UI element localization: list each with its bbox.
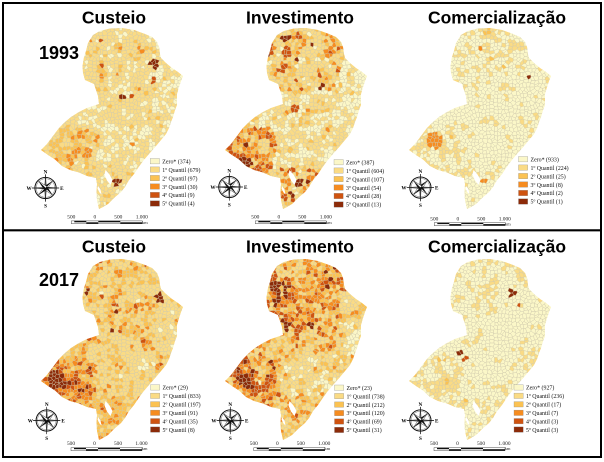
svg-text:0: 0	[276, 441, 279, 447]
svg-text:500: 500	[430, 216, 438, 222]
svg-text:2017: 2017	[39, 270, 79, 290]
svg-text:3º Quantil (30): 3º Quantil (30)	[162, 184, 197, 191]
svg-text:2º Quantil (197): 2º Quantil (197)	[163, 402, 201, 409]
svg-text:4º Quantil (9): 4º Quantil (9)	[162, 192, 194, 199]
svg-text:Comercialização: Comercialização	[428, 237, 566, 257]
svg-text:500: 500	[477, 441, 485, 447]
svg-text:S: S	[44, 204, 47, 210]
svg-text:500: 500	[67, 441, 75, 447]
svg-text:5º Quantil (1): 5º Quantil (1)	[531, 199, 563, 206]
svg-text:Zero* (933): Zero* (933)	[531, 156, 559, 163]
svg-text:2º Quantil (97): 2º Quantil (97)	[162, 175, 197, 182]
svg-text:0: 0	[277, 215, 280, 221]
svg-text:4º Quantil (3): 4º Quantil (3)	[526, 418, 558, 425]
svg-text:1993: 1993	[39, 43, 79, 63]
svg-text:1.000: 1.000	[135, 441, 147, 447]
svg-text:Zero* (927): Zero* (927)	[526, 385, 554, 392]
svg-text:Zero* (23): Zero* (23)	[347, 385, 372, 392]
svg-text:E: E	[435, 186, 439, 192]
svg-text:2º Quantil (17): 2º Quantil (17)	[526, 402, 561, 409]
svg-text:E: E	[435, 419, 439, 425]
svg-text:km: km	[142, 446, 148, 451]
svg-text:E: E	[60, 186, 64, 192]
svg-text:500: 500	[114, 441, 122, 447]
svg-text:1º Quantil (833): 1º Quantil (833)	[163, 393, 201, 400]
svg-text:1º Quantil (604): 1º Quantil (604)	[346, 168, 384, 175]
svg-text:N: N	[44, 169, 48, 175]
svg-text:S: S	[419, 203, 422, 209]
svg-text:5º Quantil (13): 5º Quantil (13)	[346, 202, 381, 209]
svg-text:N: N	[227, 168, 231, 174]
svg-text:E: E	[61, 419, 65, 425]
svg-text:500: 500	[297, 441, 305, 447]
svg-text:500: 500	[430, 441, 438, 447]
svg-text:N: N	[419, 169, 423, 175]
svg-text:E: E	[245, 419, 249, 425]
svg-text:5º Quantil (3): 5º Quantil (3)	[526, 427, 558, 434]
svg-text:km: km	[142, 220, 148, 225]
svg-text:2º Quantil (25): 2º Quantil (25)	[531, 173, 566, 180]
svg-text:500: 500	[250, 441, 258, 447]
svg-text:Custeio: Custeio	[82, 8, 146, 28]
svg-text:4º Quantil (2): 4º Quantil (2)	[531, 190, 563, 197]
svg-text:Comercialização: Comercialização	[428, 8, 566, 28]
svg-text:1º Quantil (236): 1º Quantil (236)	[526, 393, 564, 400]
svg-text:3º Quantil (120): 3º Quantil (120)	[347, 410, 385, 417]
svg-text:Custeio: Custeio	[82, 237, 146, 257]
svg-text:5º Quantil (8): 5º Quantil (8)	[163, 427, 195, 434]
svg-text:S: S	[228, 203, 231, 209]
svg-text:500: 500	[477, 216, 485, 222]
svg-text:1.000: 1.000	[318, 441, 330, 447]
svg-text:1.000: 1.000	[136, 215, 148, 221]
svg-text:500: 500	[298, 215, 306, 221]
svg-text:S: S	[419, 436, 422, 442]
svg-text:Investimento: Investimento	[246, 237, 354, 257]
svg-text:0: 0	[93, 441, 96, 447]
svg-text:0: 0	[456, 441, 459, 447]
svg-text:2º Quantil (107): 2º Quantil (107)	[346, 176, 384, 183]
svg-text:W: W	[401, 186, 407, 192]
svg-text:E: E	[244, 185, 248, 191]
svg-text:km: km	[505, 222, 511, 227]
svg-text:5º Quantil (31): 5º Quantil (31)	[347, 427, 382, 434]
svg-text:S: S	[45, 436, 48, 442]
svg-text:0: 0	[456, 216, 459, 222]
svg-text:3º Quantil (8): 3º Quantil (8)	[531, 182, 563, 189]
svg-text:1.000: 1.000	[320, 215, 332, 221]
svg-text:3º Quantil (7): 3º Quantil (7)	[526, 410, 558, 417]
svg-text:1.000: 1.000	[499, 216, 511, 222]
svg-text:Zero* (29): Zero* (29)	[163, 385, 188, 392]
svg-text:km: km	[326, 220, 332, 225]
svg-text:Zero* (374): Zero* (374)	[162, 158, 190, 165]
svg-text:S: S	[229, 436, 232, 442]
svg-text:km: km	[324, 446, 330, 451]
svg-text:W: W	[210, 185, 216, 191]
svg-text:3º Quantil (54): 3º Quantil (54)	[346, 185, 381, 192]
svg-text:N: N	[45, 402, 49, 408]
svg-text:W: W	[401, 419, 407, 425]
svg-text:W: W	[211, 419, 217, 425]
svg-text:W: W	[28, 419, 34, 425]
svg-text:5º Quantil (4): 5º Quantil (4)	[162, 201, 194, 208]
svg-text:4º Quantil (35): 4º Quantil (35)	[163, 418, 198, 425]
svg-text:km: km	[505, 446, 511, 451]
svg-text:Zero* (387): Zero* (387)	[346, 159, 374, 166]
svg-text:4º Quantil (28): 4º Quantil (28)	[346, 193, 381, 200]
svg-text:500: 500	[251, 215, 259, 221]
svg-text:Investimento: Investimento	[246, 8, 354, 28]
svg-text:1º Quantil (224): 1º Quantil (224)	[531, 165, 569, 172]
svg-text:W: W	[27, 186, 33, 192]
svg-text:0: 0	[93, 215, 96, 221]
svg-text:2º Quantil (212): 2º Quantil (212)	[347, 402, 385, 409]
svg-text:4º Quantil (69): 4º Quantil (69)	[347, 419, 382, 426]
svg-text:500: 500	[114, 215, 122, 221]
svg-text:N: N	[419, 402, 423, 408]
svg-text:1º Quantil (738): 1º Quantil (738)	[347, 393, 385, 400]
svg-text:N: N	[228, 402, 232, 408]
svg-text:1.000: 1.000	[498, 441, 510, 447]
svg-text:3º Quantil (91): 3º Quantil (91)	[163, 410, 198, 417]
svg-text:1º Quantil (679): 1º Quantil (679)	[162, 167, 200, 174]
svg-text:500: 500	[67, 215, 75, 221]
